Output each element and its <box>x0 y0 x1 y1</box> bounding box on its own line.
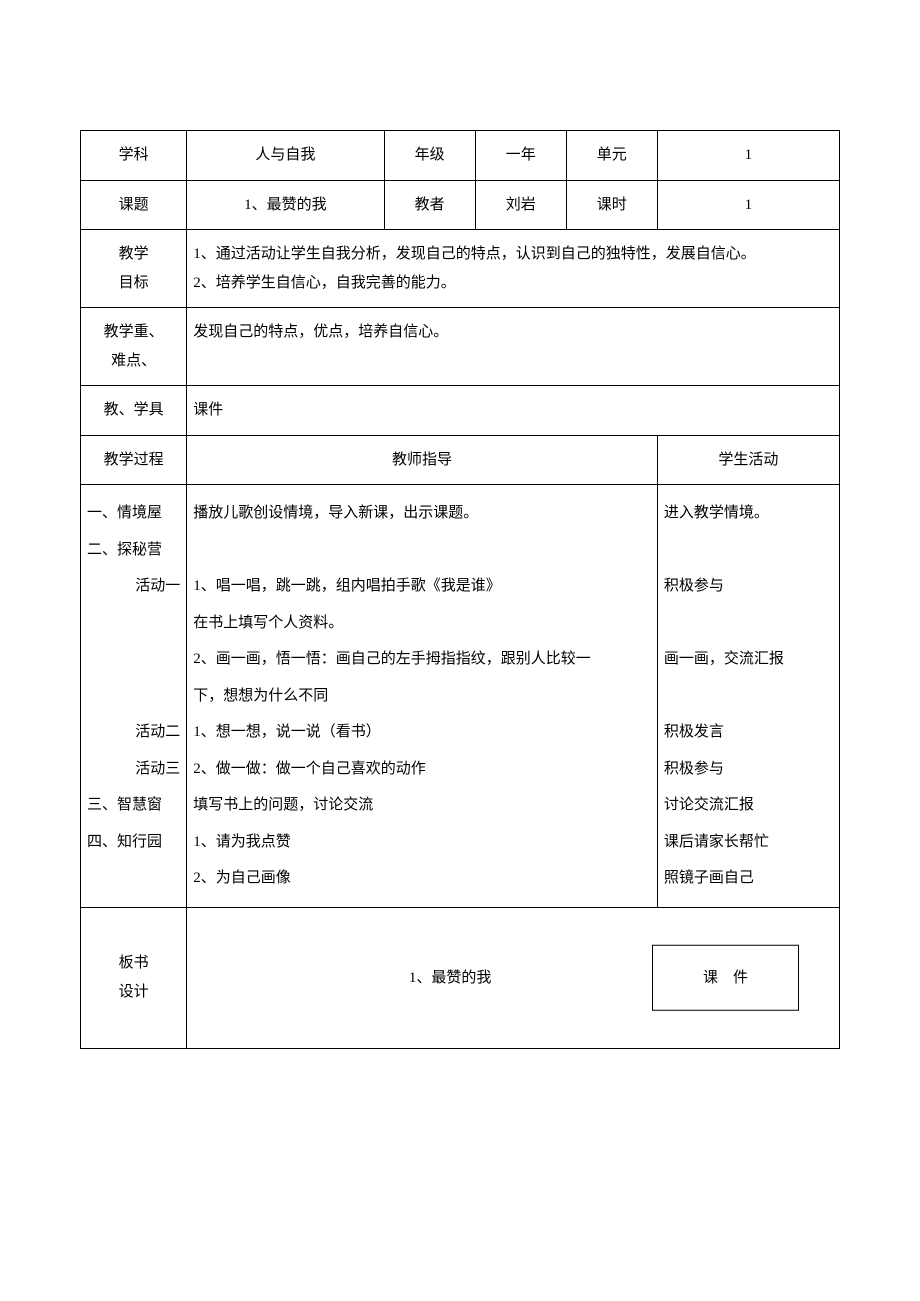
row-process-body: 一、情境屋二、探秘营活动一 活动二活动三三、智慧窗四、知行园 播放儿歌创设情境，… <box>81 485 840 908</box>
value-topic: 1、最赞的我 <box>187 180 384 230</box>
teacher-spacer <box>193 532 651 569</box>
student-line: 积极发言 <box>664 714 833 751</box>
process-step: 三、智慧窗 <box>87 787 180 824</box>
teacher-line: 2、画一画，悟一悟：画自己的左手拇指指纹，跟别人比较一 <box>193 641 651 678</box>
teacher-line: 1、想一想，说一说（看书） <box>193 714 651 751</box>
process-spacer <box>87 860 180 897</box>
value-keypoints: 发现自己的特点，优点，培养自信心。 <box>187 308 840 386</box>
student-line: 积极参与 <box>664 568 833 605</box>
student-activity-content: 进入教学情境。 积极参与 画一画，交流汇报 积极发言积极参与讨论交流汇报课后请家… <box>657 485 839 908</box>
label-unit: 单元 <box>566 131 657 181</box>
process-step: 一、情境屋 <box>87 495 180 532</box>
teacher-line: 2、做一做：做一个自己喜欢的动作 <box>193 751 651 788</box>
process-spacer <box>87 678 180 715</box>
label-keypoints: 教学重、 难点、 <box>81 308 187 386</box>
label-tools: 教、学具 <box>81 386 187 436</box>
label-period: 课时 <box>566 180 657 230</box>
student-spacer <box>664 532 833 569</box>
label-process: 教学过程 <box>81 435 187 485</box>
student-spacer <box>664 605 833 642</box>
process-spacer <box>87 605 180 642</box>
row-subject: 学科 人与自我 年级 一年 单元 1 <box>81 131 840 181</box>
value-period: 1 <box>657 180 839 230</box>
teacher-line: 1、唱一唱，跳一跳，组内唱拍手歌《我是谁》 <box>193 568 651 605</box>
label-grade: 年级 <box>384 131 475 181</box>
row-topic: 课题 1、最赞的我 教者 刘岩 课时 1 <box>81 180 840 230</box>
label-student-activity: 学生活动 <box>657 435 839 485</box>
value-unit: 1 <box>657 131 839 181</box>
row-board: 板书 设计 1、最赞的我 课 件 <box>81 907 840 1048</box>
value-subject: 人与自我 <box>187 131 384 181</box>
process-step: 活动三 <box>87 751 180 788</box>
process-spacer <box>87 641 180 678</box>
board-design-content: 1、最赞的我 课 件 <box>187 907 840 1048</box>
row-process-header: 教学过程 教师指导 学生活动 <box>81 435 840 485</box>
student-line: 画一画，交流汇报 <box>664 641 833 678</box>
student-line: 讨论交流汇报 <box>664 787 833 824</box>
process-step: 二、探秘营 <box>87 532 180 569</box>
label-subject: 学科 <box>81 131 187 181</box>
teacher-line: 在书上填写个人资料。 <box>193 605 651 642</box>
student-line: 积极参与 <box>664 751 833 788</box>
process-steps: 一、情境屋二、探秘营活动一 活动二活动三三、智慧窗四、知行园 <box>81 485 187 908</box>
value-teacher: 刘岩 <box>475 180 566 230</box>
label-teacher: 教者 <box>384 180 475 230</box>
lesson-plan-table: 学科 人与自我 年级 一年 单元 1 课题 1、最赞的我 教者 刘岩 课时 1 … <box>80 130 840 1049</box>
board-box: 课 件 <box>652 944 799 1011</box>
value-tools: 课件 <box>187 386 840 436</box>
student-line: 进入教学情境。 <box>664 495 833 532</box>
value-objectives: 1、通过活动让学生自我分析，发现自己的特点，认识到自己的独特性，发展自信心。 2… <box>187 230 840 308</box>
teacher-line: 播放儿歌创设情境，导入新课，出示课题。 <box>193 495 651 532</box>
board-title: 1、最赞的我 <box>409 963 492 992</box>
label-teacher-guide: 教师指导 <box>187 435 658 485</box>
teacher-guide-content: 播放儿歌创设情境，导入新课，出示课题。 1、唱一唱，跳一跳，组内唱拍手歌《我是谁… <box>187 485 658 908</box>
student-line: 课后请家长帮忙 <box>664 824 833 861</box>
teacher-line: 下，想想为什么不同 <box>193 678 651 715</box>
row-keypoints: 教学重、 难点、 发现自己的特点，优点，培养自信心。 <box>81 308 840 386</box>
row-objectives: 教学 目标 1、通过活动让学生自我分析，发现自己的特点，认识到自己的独特性，发展… <box>81 230 840 308</box>
teacher-line: 2、为自己画像 <box>193 860 651 897</box>
page: 学科 人与自我 年级 一年 单元 1 课题 1、最赞的我 教者 刘岩 课时 1 … <box>0 0 920 1301</box>
teacher-line: 填写书上的问题，讨论交流 <box>193 787 651 824</box>
process-step: 活动二 <box>87 714 180 751</box>
student-line: 照镜子画自己 <box>664 860 833 897</box>
label-objectives: 教学 目标 <box>81 230 187 308</box>
value-grade: 一年 <box>475 131 566 181</box>
label-topic: 课题 <box>81 180 187 230</box>
teacher-line: 1、请为我点赞 <box>193 824 651 861</box>
process-step: 四、知行园 <box>87 824 180 861</box>
student-spacer <box>664 678 833 715</box>
label-board: 板书 设计 <box>81 907 187 1048</box>
process-step: 活动一 <box>87 568 180 605</box>
row-tools: 教、学具 课件 <box>81 386 840 436</box>
